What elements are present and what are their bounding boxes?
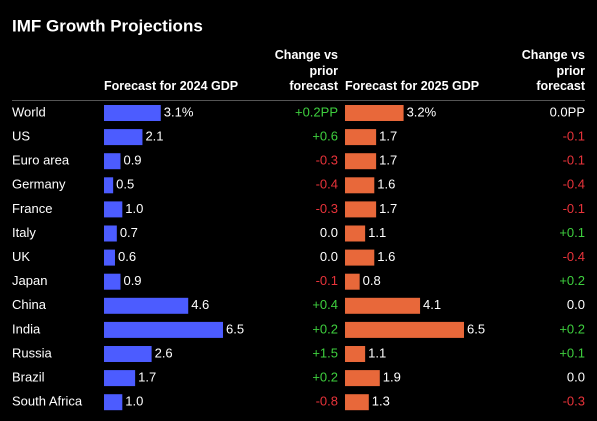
value-label: 6.5 bbox=[467, 321, 485, 336]
bar bbox=[104, 321, 223, 338]
change-label: 0.0 bbox=[320, 249, 338, 264]
value-label: 1.6 bbox=[377, 249, 395, 264]
change-label: -0.4 bbox=[563, 249, 585, 264]
bar bbox=[345, 201, 377, 218]
bar bbox=[104, 297, 189, 314]
value-label: 1.7 bbox=[379, 153, 397, 168]
chart-title: IMF Growth Projections bbox=[12, 16, 203, 35]
change-label: -0.1 bbox=[563, 129, 585, 144]
change-label: +0.2 bbox=[559, 321, 585, 336]
change-label: +0.1 bbox=[559, 225, 585, 240]
change-label: -0.8 bbox=[316, 394, 338, 409]
change-label: -0.3 bbox=[563, 394, 585, 409]
value-label: 1.0 bbox=[125, 201, 143, 216]
change-label: -0.3 bbox=[316, 153, 338, 168]
value-label: 0.9 bbox=[123, 153, 141, 168]
row-label: France bbox=[12, 201, 52, 216]
row-label: India bbox=[12, 321, 41, 336]
value-label: 1.1 bbox=[368, 225, 386, 240]
column-header: Change vs prior forecast bbox=[521, 48, 585, 93]
bar bbox=[345, 346, 366, 362]
value-label: 0.6 bbox=[118, 249, 136, 264]
bar bbox=[345, 225, 366, 242]
bar bbox=[104, 225, 117, 242]
value-label: 3.1% bbox=[164, 104, 194, 119]
change-label: 0.0 bbox=[567, 297, 585, 312]
value-label: 0.8 bbox=[363, 273, 381, 288]
bar bbox=[104, 105, 161, 121]
value-label: 0.7 bbox=[120, 225, 138, 240]
row-label: World bbox=[12, 104, 46, 119]
value-label: 1.7 bbox=[379, 129, 397, 144]
bar bbox=[345, 249, 375, 266]
bar bbox=[345, 177, 375, 194]
value-label: 0.5 bbox=[116, 177, 134, 192]
change-label: -0.4 bbox=[563, 177, 585, 192]
value-label: 1.3 bbox=[372, 394, 390, 409]
row-label: Brazil bbox=[12, 370, 45, 385]
value-label: 3.2% bbox=[407, 104, 437, 119]
change-label: -0.4 bbox=[316, 177, 338, 192]
column-header: Forecast for 2025 GDP bbox=[345, 79, 480, 93]
change-label: 0.0PP bbox=[550, 104, 585, 119]
bar bbox=[104, 249, 115, 266]
bar bbox=[345, 321, 464, 338]
row-label: China bbox=[12, 297, 47, 312]
bar bbox=[104, 129, 143, 146]
bar bbox=[345, 129, 377, 146]
value-label: 2.1 bbox=[145, 129, 163, 144]
change-label: +0.2 bbox=[559, 273, 585, 288]
row-label: Japan bbox=[12, 273, 47, 288]
value-label: 6.5 bbox=[226, 321, 244, 336]
change-label: -0.1 bbox=[563, 153, 585, 168]
row-label: South Africa bbox=[12, 394, 83, 409]
change-label: -0.1 bbox=[316, 273, 338, 288]
bar bbox=[104, 394, 123, 411]
change-label: +0.2 bbox=[312, 321, 338, 336]
row-label: US bbox=[12, 129, 30, 144]
change-label: +0.2PP bbox=[295, 104, 338, 119]
change-label: +0.4 bbox=[312, 297, 338, 312]
bar bbox=[104, 177, 114, 194]
bar bbox=[345, 273, 360, 290]
value-label: 1.7 bbox=[138, 370, 156, 385]
value-label: 1.7 bbox=[379, 201, 397, 216]
bar bbox=[345, 105, 404, 121]
row-label: Russia bbox=[12, 345, 53, 360]
value-label: 0.9 bbox=[123, 273, 141, 288]
change-label: 0.0 bbox=[320, 225, 338, 240]
bar bbox=[345, 394, 369, 411]
change-label: -0.1 bbox=[563, 201, 585, 216]
value-label: 1.9 bbox=[383, 370, 401, 385]
change-label: +1.5 bbox=[312, 345, 338, 360]
bar bbox=[104, 201, 123, 218]
value-label: 1.6 bbox=[377, 177, 395, 192]
bar bbox=[104, 346, 152, 362]
bar bbox=[104, 370, 136, 387]
column-header: Change vs prior forecast bbox=[274, 48, 338, 93]
row-label: Germany bbox=[12, 177, 66, 192]
row-label: Euro area bbox=[12, 153, 70, 168]
row-label: Italy bbox=[12, 225, 36, 240]
bar bbox=[104, 273, 121, 290]
bar bbox=[104, 153, 121, 170]
column-header: Forecast for 2024 GDP bbox=[104, 79, 239, 93]
change-label: +0.1 bbox=[559, 345, 585, 360]
value-label: 1.0 bbox=[125, 394, 143, 409]
value-label: 1.1 bbox=[368, 345, 386, 360]
bar bbox=[345, 153, 377, 170]
bar bbox=[345, 370, 380, 387]
value-label: 2.6 bbox=[155, 345, 173, 360]
change-label: -0.3 bbox=[316, 201, 338, 216]
change-label: +0.2 bbox=[312, 370, 338, 385]
change-label: 0.0 bbox=[567, 370, 585, 385]
bar bbox=[345, 297, 421, 314]
row-label: UK bbox=[12, 249, 30, 264]
value-label: 4.1 bbox=[423, 297, 441, 312]
value-label: 4.6 bbox=[191, 297, 209, 312]
change-label: +0.6 bbox=[312, 129, 338, 144]
